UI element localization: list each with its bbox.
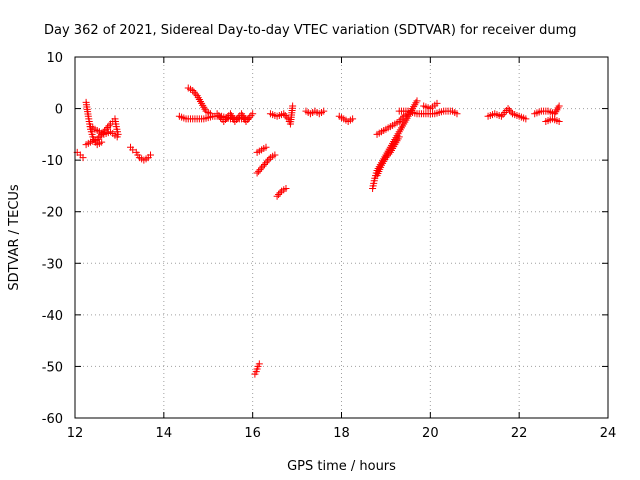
x-tick-label: 18 — [333, 426, 350, 441]
data-point — [453, 110, 461, 118]
data-point — [265, 155, 273, 163]
y-axis-label: SDTVAR / TECUs — [7, 184, 22, 291]
x-axis-label: GPS time / hours — [287, 459, 396, 474]
data-point — [79, 154, 87, 162]
data-point — [104, 123, 112, 131]
data-point — [507, 108, 515, 116]
data-point — [261, 160, 269, 168]
y-tick-label: -30 — [42, 257, 63, 272]
data-point — [281, 111, 289, 119]
data-point — [255, 360, 263, 368]
x-tick-label: 14 — [156, 426, 173, 441]
data-point — [398, 114, 406, 122]
data-point — [349, 115, 357, 123]
data-point — [522, 115, 530, 123]
data-point — [385, 150, 393, 158]
x-tick-label: 22 — [511, 426, 528, 441]
data-point — [289, 102, 297, 110]
data-point — [249, 110, 257, 118]
data-point — [282, 185, 290, 193]
data-point — [395, 117, 403, 125]
data-point — [253, 169, 261, 177]
data-point — [506, 106, 514, 114]
data-point — [382, 154, 390, 162]
data-point — [259, 162, 267, 170]
grid — [75, 57, 608, 418]
data-point — [206, 110, 214, 118]
data-point — [147, 151, 155, 159]
y-tick-label: -20 — [42, 206, 63, 221]
data-point — [273, 192, 281, 200]
data-point — [499, 110, 507, 118]
data-point — [413, 97, 421, 105]
data-point — [262, 159, 270, 167]
data-point — [383, 152, 391, 160]
x-tick-label: 16 — [244, 426, 261, 441]
y-tick-label: -40 — [42, 309, 63, 324]
data-point — [504, 105, 512, 113]
data-point — [255, 167, 263, 175]
plot-frame — [74, 56, 609, 419]
data-point — [245, 114, 253, 122]
y-tick-label: 0 — [55, 103, 63, 118]
data-point — [320, 107, 328, 115]
data-point — [395, 133, 403, 141]
axis-ticks: 12 14 16 18 20 22 24 10 0 -10 -20 -30 -40 -50 -60 — [42, 51, 617, 441]
data-point — [114, 130, 122, 138]
data-point — [192, 90, 200, 98]
chart-title: Day 362 of 2021, Sidereal Day-to-day VTE… — [44, 23, 577, 38]
data-points — [73, 84, 563, 378]
x-tick-label: 24 — [600, 426, 617, 441]
data-point — [96, 132, 104, 140]
data-point — [555, 102, 563, 110]
data-point — [216, 114, 224, 122]
y-tick-label: -60 — [42, 412, 63, 427]
y-tick-label: -50 — [42, 360, 63, 375]
data-point — [263, 157, 271, 165]
data-point — [105, 122, 113, 130]
data-point — [258, 164, 266, 172]
data-point — [129, 146, 137, 154]
data-point — [98, 138, 106, 146]
data-point — [275, 191, 283, 199]
data-point — [190, 88, 198, 96]
data-point — [271, 151, 279, 159]
data-point — [280, 110, 288, 118]
y-tick-label: -10 — [42, 154, 63, 169]
x-tick-label: 20 — [422, 426, 439, 441]
data-point — [93, 136, 101, 144]
data-point — [276, 189, 284, 197]
data-point — [555, 117, 563, 125]
data-point — [95, 134, 103, 142]
y-tick-label: 10 — [46, 51, 63, 66]
data-point — [256, 166, 264, 174]
data-point — [433, 99, 441, 107]
data-point — [189, 87, 197, 95]
data-point — [262, 143, 270, 151]
x-tick-label: 12 — [67, 426, 84, 441]
data-point — [397, 116, 405, 124]
